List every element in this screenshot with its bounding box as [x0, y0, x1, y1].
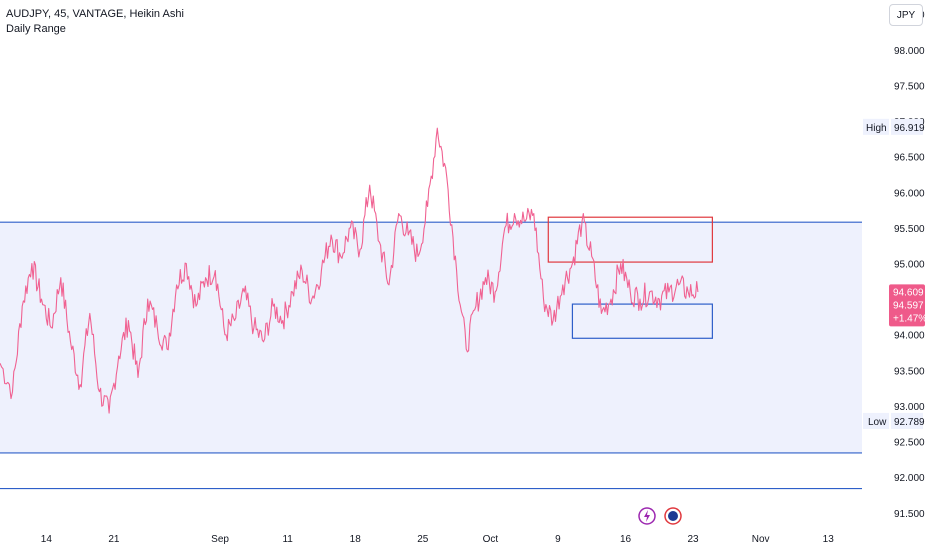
flag-event-icon[interactable]: [664, 507, 682, 525]
currency-button[interactable]: JPY: [889, 4, 923, 26]
symbol-title[interactable]: AUDJPY, 45, VANTAGE, Heikin Ashi: [6, 8, 184, 20]
y-tick-label: 91.500: [894, 509, 925, 520]
y-tick-label: 92.500: [894, 438, 925, 449]
price-badge-line: +1.47%: [893, 313, 927, 324]
high-value: 96.919: [894, 123, 925, 134]
y-tick-label: 98.000: [894, 46, 925, 57]
x-tick-label: Sep: [211, 534, 229, 545]
price-series-line[interactable]: [0, 127, 699, 414]
price-axis[interactable]: 98.50098.00097.50097.00096.50096.00095.5…: [894, 10, 925, 520]
x-tick-label: 21: [108, 534, 120, 545]
flag-glyph: [668, 511, 678, 521]
price-badge[interactable]: [889, 284, 925, 327]
x-tick-label: 18: [350, 534, 362, 545]
lightning-event-icon[interactable]: [638, 507, 656, 525]
x-tick-label: 25: [417, 534, 429, 545]
y-tick-label: 94.000: [894, 331, 925, 342]
y-tick-label: 95.500: [894, 224, 925, 235]
x-tick-label: 9: [555, 534, 561, 545]
high-label: High: [866, 123, 887, 134]
low-label-bg: [863, 412, 889, 429]
lightning-glyph: [644, 510, 650, 522]
price-badge-line: 94.597: [893, 300, 924, 311]
x-tick-label: 23: [688, 534, 700, 545]
high-label-bg: [863, 118, 889, 135]
y-tick-label: 96.500: [894, 153, 925, 164]
y-tick-label: 93.000: [894, 402, 925, 413]
indicator-label[interactable]: Daily Range: [6, 23, 66, 35]
x-tick-label: 16: [620, 534, 632, 545]
x-tick-label: Oct: [483, 534, 499, 545]
x-tick-label: 13: [823, 534, 835, 545]
low-value: 92.789: [894, 417, 925, 428]
x-tick-label: Nov: [752, 534, 770, 545]
y-tick-label: 96.000: [894, 188, 925, 199]
range-band-fill: [0, 222, 862, 453]
y-tick-label: 95.000: [894, 260, 925, 271]
y-tick-label: 92.000: [894, 473, 925, 484]
y-tick-label: 97.500: [894, 81, 925, 92]
high-value-bg: [891, 118, 923, 135]
price-badge-line: 94.609: [893, 287, 924, 298]
x-tick-label: 11: [282, 534, 293, 545]
red-box[interactable]: [547, 216, 713, 263]
low-value-bg: [891, 412, 923, 429]
low-label: Low: [868, 417, 887, 428]
x-tick-label: 14: [41, 534, 53, 545]
y-tick-label: 93.500: [894, 366, 925, 377]
time-axis[interactable]: 14 21 Sep 11 18 25 Oct 9 16 23 Nov 13: [41, 534, 834, 545]
